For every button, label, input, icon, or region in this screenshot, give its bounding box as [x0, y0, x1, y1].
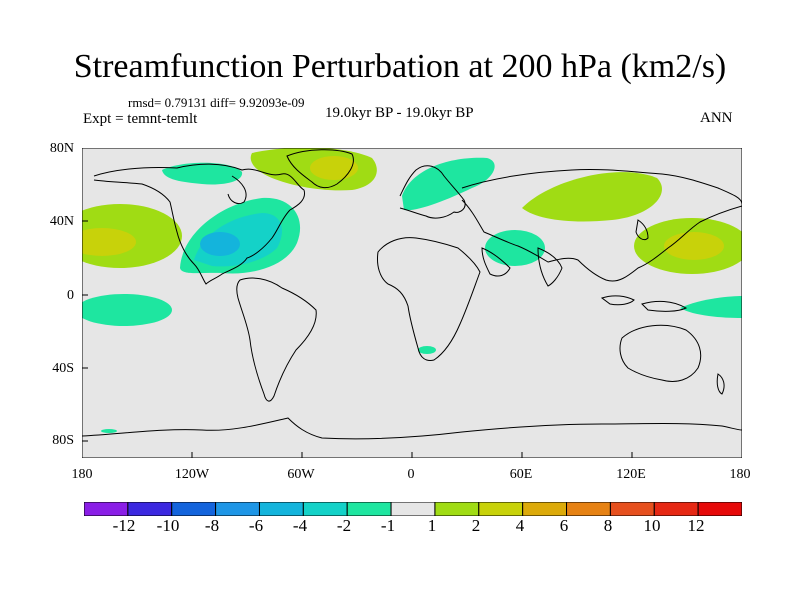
anomaly-region: [522, 172, 662, 222]
anomaly-region: [664, 232, 724, 260]
colorbar-swatch: [215, 502, 260, 516]
colorbar-label: 12: [687, 516, 705, 535]
positive-anomaly-regions: [82, 148, 742, 274]
colorbar-swatch: [609, 502, 655, 516]
streamfunction-map: [82, 148, 742, 458]
colorbar-label: -6: [248, 516, 264, 535]
anomaly-region: [82, 294, 172, 326]
y-tick-label: 40S: [52, 361, 74, 376]
colorbar-label: 6: [559, 516, 569, 535]
anomaly-region: [402, 157, 495, 211]
coastlines: [82, 149, 742, 440]
colorbar-label: -4: [292, 516, 308, 535]
arabia-coast: [481, 247, 511, 277]
y-tick-label: 80S: [52, 433, 74, 448]
y-tick-label: 0: [67, 288, 74, 303]
y-tick-label: 80N: [49, 141, 74, 156]
colorbar-swatch: [434, 502, 480, 516]
colorbar-swatch: [390, 502, 436, 516]
x-tick-label: 180: [729, 467, 751, 482]
colorbar-swatch: [522, 502, 568, 516]
japan-coast: [635, 219, 649, 241]
colorbar-swatch: [302, 502, 348, 516]
antarctica-coast: [82, 417, 742, 440]
north-america-coast: [93, 163, 306, 285]
colorbar-label: 10: [643, 516, 661, 535]
anomaly-region: [200, 232, 240, 256]
experiment-label: Expt = temnt-temlt: [83, 111, 198, 127]
anomaly-region: [418, 346, 436, 354]
negative-anomaly-regions: [82, 157, 742, 433]
colorbar-swatch: [653, 502, 699, 516]
colorbar-swatch: [84, 502, 129, 516]
tick-marks: [82, 148, 633, 458]
maritime-continent: [600, 295, 688, 312]
stats-text: rmsd= 0.79131 diff= 9.92093e-09: [128, 95, 305, 110]
colorbar-label: 2: [471, 516, 481, 535]
x-tick-label: 0: [407, 467, 415, 482]
hudson-bay: [227, 175, 247, 205]
colorbar-swatch: [127, 502, 173, 516]
colorbar-swatch: [171, 502, 217, 516]
colorbar-label: 1: [427, 516, 437, 535]
africa-coast: [377, 237, 481, 361]
colorbar-label: 4: [515, 516, 525, 535]
colorbar-swatch: [697, 502, 742, 516]
asia-coast: [461, 168, 742, 282]
colorbar-swatch: [258, 502, 304, 516]
colorbar-label: -12: [112, 516, 136, 535]
europe-coast: [399, 165, 466, 219]
season-label: ANN: [700, 110, 733, 126]
anomaly-region: [101, 429, 117, 433]
anomaly-region: [680, 296, 742, 318]
colorbar: [84, 502, 742, 516]
australia-coast: [619, 324, 702, 382]
x-tick-label: 60W: [287, 467, 315, 482]
greenland-coast: [286, 149, 354, 189]
x-tick-label: 180: [71, 467, 93, 482]
plot-title: Streamfunction Perturbation at 200 hPa (…: [73, 48, 727, 85]
x-tick-label: 120E: [616, 467, 646, 482]
colorbar-swatch: [478, 502, 524, 516]
colorbar-label: -8: [204, 516, 220, 535]
colorbar-label: -2: [336, 516, 352, 535]
x-tick-label: 120W: [174, 467, 210, 482]
anomaly-region: [82, 228, 136, 256]
anomaly-region: [310, 156, 358, 180]
x-tick-label: 60E: [509, 467, 533, 482]
period-label: 19.0kyr BP - 19.0kyr BP: [325, 105, 474, 121]
colorbar-swatch: [566, 502, 611, 516]
colorbar-label: -1: [380, 516, 396, 535]
new-zealand-coast: [716, 373, 725, 395]
colorbar-swatch: [346, 502, 392, 516]
anomaly-region: [485, 230, 545, 266]
anomaly-region: [162, 162, 243, 185]
y-tick-label: 40N: [49, 214, 74, 229]
south-america-coast: [236, 277, 317, 402]
colorbar-label: -10: [156, 516, 180, 535]
colorbar-label: 8: [603, 516, 613, 535]
india-coast: [537, 247, 563, 287]
